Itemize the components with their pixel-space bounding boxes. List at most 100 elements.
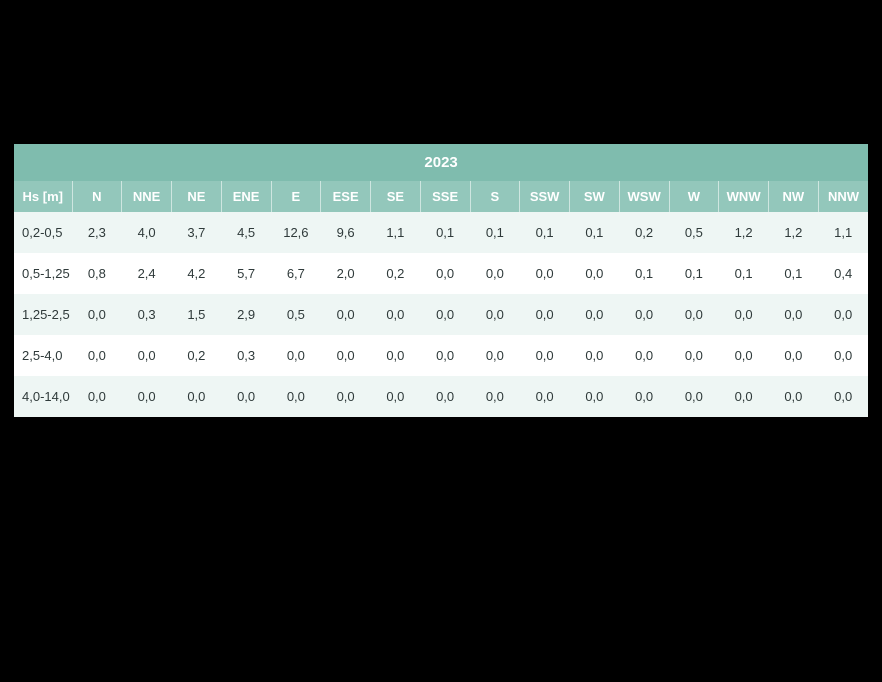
row-label: 1,25-2,5 [14, 294, 72, 335]
cell: 0,0 [271, 335, 321, 376]
col-header: S [470, 181, 520, 212]
table-title: 2023 [14, 144, 868, 181]
cell: 4,5 [221, 212, 271, 253]
cell: 0,0 [769, 376, 819, 417]
col-header: SE [371, 181, 421, 212]
col-header: SSW [520, 181, 570, 212]
cell: 0,1 [520, 212, 570, 253]
cell: 0,0 [818, 376, 868, 417]
cell: 0,0 [769, 294, 819, 335]
cell: 0,2 [619, 212, 669, 253]
table-row: 0,5-1,25 0,8 2,4 4,2 5,7 6,7 2,0 0,2 0,0… [14, 253, 868, 294]
cell: 0,2 [371, 253, 421, 294]
cell: 0,0 [420, 376, 470, 417]
cell: 0,1 [719, 253, 769, 294]
cell: 0,0 [371, 294, 421, 335]
cell: 1,1 [818, 212, 868, 253]
cell: 0,0 [420, 335, 470, 376]
cell: 0,3 [122, 294, 172, 335]
cell: 0,0 [619, 294, 669, 335]
row-label: 0,5-1,25 [14, 253, 72, 294]
cell: 0,0 [321, 294, 371, 335]
cell: 0,1 [669, 253, 719, 294]
cell: 0,8 [72, 253, 122, 294]
cell: 0,1 [769, 253, 819, 294]
cell: 0,0 [570, 294, 620, 335]
row-label: 4,0-14,0 [14, 376, 72, 417]
col-header: WNW [719, 181, 769, 212]
col-header: NE [172, 181, 222, 212]
cell: 0,0 [72, 335, 122, 376]
cell: 0,1 [470, 212, 520, 253]
col-header: SSE [420, 181, 470, 212]
cell: 0,0 [420, 294, 470, 335]
col-header: ENE [221, 181, 271, 212]
col-header: N [72, 181, 122, 212]
cell: 0,0 [619, 376, 669, 417]
row-label: 0,2-0,5 [14, 212, 72, 253]
cell: 0,0 [520, 294, 570, 335]
cell: 0,5 [669, 212, 719, 253]
page-canvas: 2023 Hs [m] N NNE NE ENE E ESE SE SSE S … [0, 0, 882, 682]
cell: 0,3 [221, 335, 271, 376]
col-header: SW [570, 181, 620, 212]
table-row: 2,5-4,0 0,0 0,0 0,2 0,3 0,0 0,0 0,0 0,0 … [14, 335, 868, 376]
cell: 0,0 [719, 376, 769, 417]
table-row: 0,2-0,5 2,3 4,0 3,7 4,5 12,6 9,6 1,1 0,1… [14, 212, 868, 253]
col-header: E [271, 181, 321, 212]
cell: 1,2 [719, 212, 769, 253]
cell: 0,0 [172, 376, 222, 417]
cell: 0,0 [122, 335, 172, 376]
cell: 0,1 [570, 212, 620, 253]
cell: 0,0 [669, 294, 719, 335]
table-header-row: Hs [m] N NNE NE ENE E ESE SE SSE S SSW S… [14, 181, 868, 212]
cell: 4,2 [172, 253, 222, 294]
cell: 0,0 [321, 376, 371, 417]
cell: 0,0 [719, 335, 769, 376]
col-header: NNE [122, 181, 172, 212]
cell: 0,5 [271, 294, 321, 335]
table-head: 2023 Hs [m] N NNE NE ENE E ESE SE SSE S … [14, 144, 868, 212]
cell: 1,2 [769, 212, 819, 253]
cell: 0,0 [321, 335, 371, 376]
cell: 0,0 [818, 335, 868, 376]
cell: 0,1 [420, 212, 470, 253]
row-label: 2,5-4,0 [14, 335, 72, 376]
cell: 0,4 [818, 253, 868, 294]
cell: 3,7 [172, 212, 222, 253]
col-header: Hs [m] [14, 181, 72, 212]
cell: 0,0 [470, 253, 520, 294]
cell: 2,0 [321, 253, 371, 294]
cell: 0,0 [669, 335, 719, 376]
cell: 0,2 [172, 335, 222, 376]
cell: 9,6 [321, 212, 371, 253]
cell: 0,0 [719, 294, 769, 335]
table-body: 0,2-0,5 2,3 4,0 3,7 4,5 12,6 9,6 1,1 0,1… [14, 212, 868, 417]
cell: 0,0 [520, 335, 570, 376]
cell: 1,5 [172, 294, 222, 335]
cell: 0,1 [619, 253, 669, 294]
table-container: 2023 Hs [m] N NNE NE ENE E ESE SE SSE S … [14, 144, 868, 417]
col-header: WSW [619, 181, 669, 212]
cell: 0,0 [570, 253, 620, 294]
cell: 0,0 [122, 376, 172, 417]
cell: 2,3 [72, 212, 122, 253]
cell: 0,0 [72, 376, 122, 417]
cell: 2,9 [221, 294, 271, 335]
col-header: NW [769, 181, 819, 212]
col-header: W [669, 181, 719, 212]
col-header: ESE [321, 181, 371, 212]
col-header: NNW [818, 181, 868, 212]
cell: 0,0 [371, 376, 421, 417]
cell: 5,7 [221, 253, 271, 294]
cell: 2,4 [122, 253, 172, 294]
cell: 0,0 [570, 335, 620, 376]
cell: 0,0 [221, 376, 271, 417]
cell: 0,0 [470, 294, 520, 335]
wave-direction-table: 2023 Hs [m] N NNE NE ENE E ESE SE SSE S … [14, 144, 868, 417]
cell: 4,0 [122, 212, 172, 253]
table-row: 1,25-2,5 0,0 0,3 1,5 2,9 0,5 0,0 0,0 0,0… [14, 294, 868, 335]
cell: 0,0 [520, 253, 570, 294]
cell: 0,0 [619, 335, 669, 376]
cell: 0,0 [470, 376, 520, 417]
